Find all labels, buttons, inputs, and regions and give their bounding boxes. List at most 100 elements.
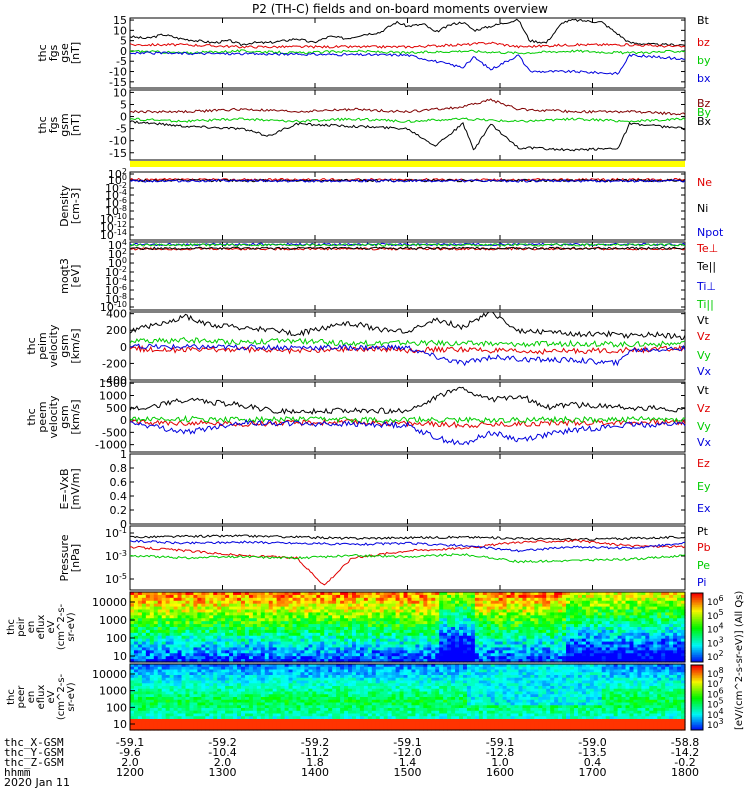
spectrogram-cell <box>225 708 230 712</box>
spectrogram-cell <box>296 702 302 706</box>
spectrogram-cell <box>506 624 512 628</box>
spectrogram-cell <box>308 632 313 637</box>
spectrogram-cell <box>681 641 686 646</box>
spectrogram-cell <box>288 597 294 602</box>
spectrogram-cell <box>133 647 139 651</box>
spectrogram-cell <box>562 597 567 602</box>
spectrogram-cell <box>137 727 143 731</box>
spectrogram-cell <box>558 627 563 631</box>
spectrogram-cell <box>546 653 551 657</box>
spectrogram-cell <box>316 686 321 690</box>
spectrogram-cell <box>419 621 424 625</box>
spectrogram-cell <box>161 629 167 634</box>
spectrogram-cell <box>407 659 413 663</box>
spectrogram-cell <box>324 702 329 706</box>
spectrogram-cell <box>308 694 313 698</box>
spectrogram-cell <box>641 644 646 649</box>
series-line-Vx <box>129 343 686 367</box>
spectrogram-cell <box>637 592 642 596</box>
spectrogram-cell <box>173 641 179 646</box>
spectrogram-cell <box>546 635 551 640</box>
spectrogram-cell <box>621 638 627 643</box>
spectrogram-cell <box>661 594 666 599</box>
panel-frame <box>129 89 686 161</box>
spectrogram-cell <box>201 708 206 712</box>
spectrogram-cell <box>153 656 159 660</box>
spectrogram-cell <box>645 632 650 637</box>
spectrogram-cell <box>514 629 520 634</box>
spectrogram-cell <box>149 719 155 723</box>
spectrogram-cell <box>589 609 595 614</box>
spectrogram-cell <box>546 609 551 614</box>
spectrogram-cell <box>225 615 230 619</box>
spectrogram-cell <box>233 677 238 682</box>
spectrogram-cell <box>189 727 195 731</box>
spectrogram-cell <box>292 727 298 731</box>
spectrogram-cell <box>344 606 349 611</box>
spectrogram-cell <box>149 627 155 631</box>
spectrogram-cell <box>435 597 440 602</box>
spectrogram-cell <box>141 629 147 634</box>
spectrogram-cell <box>387 618 393 622</box>
y-tick-label: 10-3 <box>105 549 127 563</box>
spectrogram-cell <box>233 705 238 709</box>
spectrogram-cell <box>268 710 274 715</box>
spectrogram-cell <box>570 627 575 631</box>
spectrogram-cell <box>482 609 488 614</box>
spectrogram-cell <box>280 629 286 634</box>
spectrogram-cell <box>217 688 222 693</box>
spectrogram-cell <box>173 727 179 731</box>
spectrogram-cell <box>494 638 500 643</box>
spectrogram-cell <box>217 606 222 611</box>
spectrogram-cell <box>244 713 250 717</box>
spectrogram-cell <box>320 697 325 701</box>
spectrogram-cell <box>130 697 135 701</box>
spectrogram-cell <box>256 621 262 625</box>
y-axis-label-line: moqt3 <box>58 258 71 294</box>
spectrogram-cell <box>248 618 254 622</box>
spectrogram-cell <box>197 727 202 731</box>
spectrogram-cell <box>474 653 480 657</box>
spectrogram-cell <box>292 705 298 709</box>
spectrogram-cell <box>387 641 393 646</box>
spectrogram-cell <box>189 702 195 706</box>
spectrogram-cell <box>348 594 353 599</box>
spectrogram-cell <box>570 635 575 640</box>
spectrogram-cell <box>157 721 163 726</box>
spectrogram-cell <box>566 615 571 619</box>
spectrogram-cell <box>597 644 603 649</box>
spectrogram-cell <box>522 612 528 616</box>
spectrogram-cell <box>328 656 333 660</box>
spectrogram-cell <box>141 641 147 646</box>
spectrogram-cell <box>173 606 179 611</box>
spectrogram-cell <box>526 624 531 628</box>
spectrogram-cell <box>316 708 321 712</box>
spectrogram-cell <box>221 635 226 640</box>
spectrogram-cell <box>534 653 539 657</box>
spectrogram-cell <box>633 650 639 654</box>
y-axis-label-line: gsm <box>58 334 71 357</box>
spectrogram-cell <box>137 609 143 614</box>
spectrogram-cell <box>248 606 254 611</box>
spectrogram-cell <box>466 594 472 599</box>
spectrogram-cell <box>673 635 678 640</box>
spectrogram-cell <box>359 627 365 631</box>
spectrogram-cell <box>625 594 631 599</box>
spectrogram-cell <box>649 627 654 631</box>
spectrogram-cell <box>264 688 270 693</box>
spectrogram-cell <box>451 618 456 622</box>
spectrogram-cell <box>316 721 321 726</box>
spectrogram-cell <box>597 638 603 643</box>
spectrogram-cell <box>241 624 246 628</box>
spectrogram-cell <box>633 629 639 634</box>
spectrogram-cell <box>332 644 337 649</box>
legend-label-0: Ne <box>697 176 712 189</box>
spectrogram-cell <box>173 710 179 715</box>
spectrogram-cell <box>181 727 187 731</box>
spectrogram-cell <box>645 635 650 640</box>
spectrogram-cell <box>494 644 500 649</box>
spectrogram-cell <box>157 653 163 657</box>
spectrogram-cell <box>451 638 456 643</box>
spectrogram-cell <box>399 597 405 602</box>
